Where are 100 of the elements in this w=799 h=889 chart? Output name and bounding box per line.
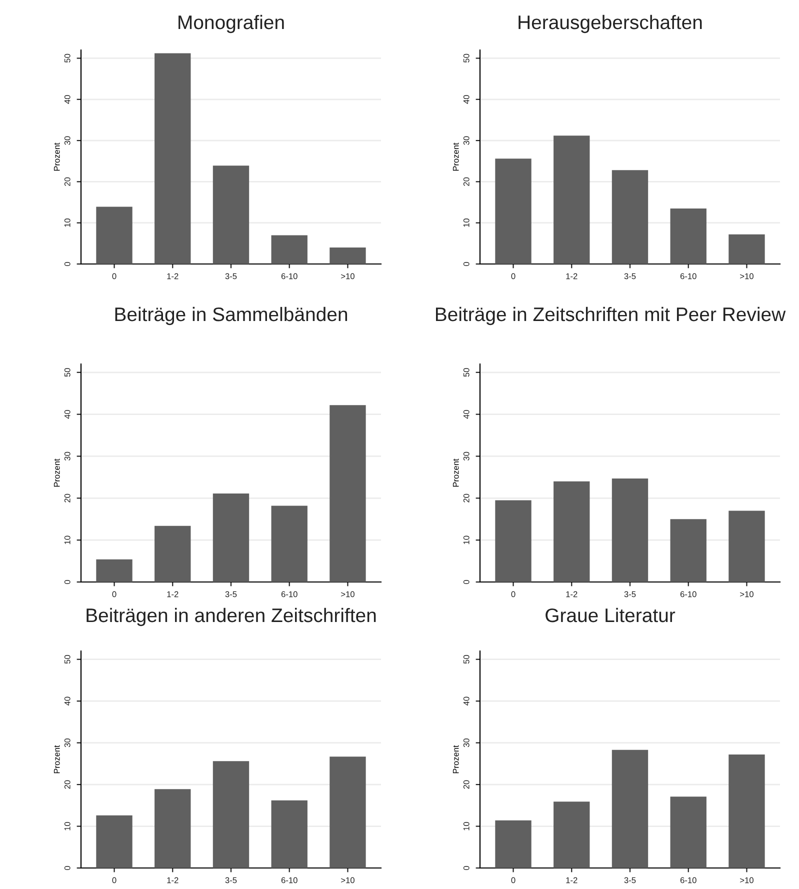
bar	[212, 494, 250, 582]
y-axis-title: Prozent	[54, 745, 60, 774]
y-tick-label: 20	[64, 177, 70, 186]
bar	[554, 136, 590, 264]
y-tick-label: 10	[64, 218, 70, 227]
bar	[330, 248, 366, 264]
y-tick-label: 30	[463, 738, 470, 748]
y-tick-label: 30	[64, 452, 70, 461]
x-tick-label: 6-10	[281, 273, 298, 280]
y-tick-label: 20	[463, 177, 470, 186]
bar	[670, 208, 706, 264]
y-tick-label: 10	[64, 536, 70, 544]
x-tick-label: 3-5	[624, 591, 636, 598]
bar	[612, 750, 648, 868]
y-tick-label: 50	[463, 655, 470, 664]
bar	[670, 519, 706, 582]
y-tick-label: 20	[463, 494, 470, 502]
y-axis-title: Prozent	[452, 142, 459, 171]
bar	[728, 234, 765, 264]
x-tick-label: 1-2	[566, 877, 578, 884]
bar	[271, 506, 308, 582]
bar	[554, 481, 590, 582]
y-tick-label: 50	[64, 368, 70, 377]
bar	[670, 796, 706, 868]
y-axis-title: Prozent	[452, 745, 459, 774]
x-tick-label: 3-5	[225, 591, 237, 598]
y-tick-label: 0	[463, 580, 470, 584]
y-tick-label: 0	[64, 580, 70, 584]
bar	[330, 405, 366, 582]
bar	[154, 526, 191, 582]
x-tick-label: 3-5	[225, 273, 237, 280]
y-tick-label: 40	[463, 410, 470, 419]
bar	[612, 478, 648, 582]
y-tick-label: 50	[463, 54, 470, 63]
y-tick-label: 40	[463, 696, 470, 706]
chart-title: Beiträge in Zeitschriften mit Peer Review	[436, 306, 786, 326]
x-tick-label: >10	[740, 877, 754, 884]
y-tick-label: 40	[64, 410, 70, 419]
y-tick-label: 10	[463, 822, 470, 830]
x-tick-label: 6-10	[281, 877, 298, 884]
bar	[495, 500, 532, 582]
y-axis-title: Prozent	[452, 458, 459, 487]
x-tick-label: 1-2	[167, 591, 178, 598]
bar	[212, 761, 250, 868]
y-tick-label: 10	[64, 822, 70, 830]
x-tick-label: >10	[341, 591, 354, 598]
x-tick-label: 0	[112, 273, 116, 280]
x-tick-label: >10	[740, 273, 754, 280]
chart-title: Monografien	[178, 14, 284, 34]
bar	[271, 235, 308, 264]
bar	[271, 800, 308, 868]
y-tick-label: 30	[463, 136, 470, 145]
x-tick-label: 0	[511, 591, 516, 598]
x-tick-label: 3-5	[624, 273, 636, 280]
y-tick-label: 0	[64, 866, 70, 870]
y-tick-label: 40	[64, 95, 70, 104]
y-axis-title: Prozent	[54, 458, 60, 487]
x-tick-label: >10	[740, 591, 754, 598]
chart-title: Herausgeberschaften	[518, 14, 702, 34]
chart-title: Beiträgen in anderen Zeitschriften	[86, 608, 376, 626]
y-tick-label: 40	[64, 696, 70, 706]
y-tick-label: 30	[64, 136, 70, 145]
x-tick-label: >10	[341, 877, 354, 884]
bar	[495, 158, 532, 264]
y-tick-label: 50	[64, 655, 70, 664]
x-tick-label: 6-10	[281, 591, 298, 598]
x-tick-label: 0	[112, 591, 116, 598]
y-tick-label: 0	[64, 262, 70, 266]
x-tick-label: 0	[112, 877, 116, 884]
y-tick-label: 20	[64, 494, 70, 502]
x-tick-label: 6-10	[680, 877, 696, 884]
bar	[154, 789, 191, 868]
bar	[728, 754, 765, 868]
y-tick-label: 40	[463, 95, 470, 104]
y-tick-label: 20	[463, 780, 470, 789]
x-tick-label: 0	[511, 877, 516, 884]
bar	[330, 756, 366, 868]
x-tick-label: >10	[341, 273, 354, 280]
x-tick-label: 0	[511, 273, 516, 280]
bar	[495, 820, 532, 868]
x-tick-label: 3-5	[624, 877, 636, 884]
y-axis-title: Prozent	[54, 142, 60, 171]
y-tick-label: 20	[64, 780, 70, 789]
x-tick-label: 6-10	[680, 591, 696, 598]
y-tick-label: 30	[64, 738, 70, 748]
x-tick-label: 6-10	[680, 273, 696, 280]
x-tick-label: 1-2	[566, 273, 578, 280]
x-tick-label: 1-2	[566, 591, 578, 598]
y-tick-label: 10	[463, 536, 470, 544]
x-tick-label: 3-5	[225, 877, 237, 884]
bar	[96, 559, 132, 582]
x-tick-label: 1-2	[167, 273, 178, 280]
bar	[96, 206, 132, 264]
y-tick-label: 0	[463, 262, 470, 266]
bar	[212, 166, 250, 264]
x-tick-label: 1-2	[167, 877, 178, 884]
bar	[612, 170, 648, 264]
chart-title: Beiträge in Sammelbänden	[115, 306, 348, 326]
bar	[154, 53, 191, 264]
y-tick-label: 0	[463, 866, 470, 870]
